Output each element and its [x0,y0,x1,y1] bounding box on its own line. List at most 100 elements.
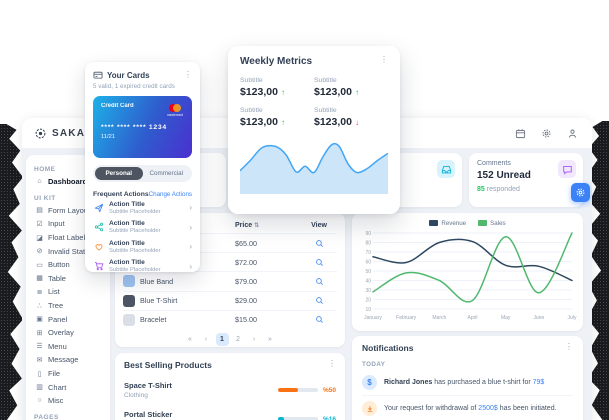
sidebar-item-label: Overlay [48,328,74,338]
table-icon: ▦ [36,275,43,283]
card-title: Best Selling Products [124,360,212,370]
metric-cell: Subtitle $123,00 ↓ [314,107,388,128]
frequent-action-item[interactable]: Action Title Subtitle Placeholder › [93,237,192,257]
sidebar-item-menu[interactable]: ☰ Menu [33,340,103,354]
price-cell: $79.00 [235,276,257,286]
search-icon[interactable] [301,258,337,267]
search-icon[interactable] [301,296,337,305]
search-icon[interactable] [301,277,337,286]
sidebar-item-label: Menu [48,341,67,351]
product-cell: Blue Band [123,275,235,288]
product-name: Portal Sticker [124,410,173,419]
calendar-icon[interactable] [515,128,526,139]
progress-track [277,417,318,420]
sidebar-item-label: Tree [48,301,64,311]
product-info: Portal StickerAccessories [124,410,172,420]
action-subtitle: Subtitle Placeholder [109,247,161,254]
share-icon [93,222,104,232]
table-row: Bracelet $15.00 [123,309,337,329]
action-title: Action Title [109,259,145,267]
settings-icon[interactable] [541,128,552,139]
change-actions-link[interactable]: Change Actions [148,191,192,198]
stat-footnote: 85 responded [477,186,520,193]
sidebar-item-invalid-state[interactable]: ⊘ Invalid State [33,244,103,258]
sidebar-item-table[interactable]: ▦ Table [33,272,103,286]
id-card-icon: ▤ [36,207,43,215]
notification-amount-link[interactable]: 79$ [532,378,545,386]
page-button-2[interactable]: 2 [236,335,240,343]
bars-icon: ☰ [36,343,43,351]
svg-text:40: 40 [365,278,371,284]
progress-percent: %50 [322,386,336,394]
action-title: Action Title [109,220,145,228]
button-icon: ▭ [36,261,43,269]
svg-text:50: 50 [365,269,371,275]
kebab-menu-icon[interactable]: ⋮ [184,70,192,79]
sidebar-item-label: Chart [48,382,67,392]
sidebar-item-panel[interactable]: ▣ Panel [33,312,103,326]
action-title: Action Title [109,200,145,208]
sidebar-item-file[interactable]: ▯ File [33,367,103,381]
table-row: Blue Band $79.00 [123,271,337,290]
sidebar-item-label: Button [48,260,70,270]
kebab-menu-icon[interactable]: ⋮ [380,55,388,64]
sidebar-item-label: List [48,287,60,297]
product-thumbnail [123,275,135,288]
dollar-icon: $ [362,375,377,390]
sidebar-item-list[interactable]: ≣ List [33,285,103,299]
app-logo-text: SAKAI [52,127,90,139]
frequent-action-item[interactable]: Action Title Subtitle Placeholder › [93,198,192,218]
sidebar-item-button[interactable]: ▭ Button [33,258,103,272]
sidebar-item-dashboard[interactable]: ⌂ Dashboard [33,175,103,189]
notification-amount-link[interactable]: 2500$ [478,404,498,412]
config-gear-button[interactable] [571,183,590,202]
svg-text:60: 60 [365,259,371,265]
metric-subtitle: Subtitle [314,107,337,114]
progress-track [277,388,318,392]
page-button-‹[interactable]: ‹ [204,335,208,343]
sidebar-item-overlay[interactable]: ⊞ Overlay [33,326,103,340]
action-title: Action Title [109,239,145,247]
page-button-«[interactable]: « [188,335,192,343]
line-chart: 10 20 30 40 50 60 70 80 90 January February March Ap… [358,228,577,327]
sidebar-section-label: UI KIT [34,194,56,202]
toggle-commercial[interactable]: Commercial [149,170,184,177]
kebab-menu-icon[interactable]: ⋮ [328,359,336,368]
user-icon[interactable] [567,128,578,139]
frequent-action-item[interactable]: Action Title Subtitle Placeholder › [93,257,192,277]
toggle-personal[interactable]: Personal [95,167,143,180]
frequent-actions-list: Action Title Subtitle Placeholder › Action … [93,198,192,276]
kebab-menu-icon[interactable]: ⋮ [565,342,573,351]
exclamation-circle-icon: ⊘ [36,248,43,256]
notification-text: Your request for withdrawal of 2500$ has… [384,404,557,413]
credit-card: Credit Card **** **** **** 1234 11/21 ma… [93,96,192,158]
sidebar-item-message[interactable]: ✉ Message [33,353,103,367]
search-icon[interactable] [301,239,337,248]
sidebar-item-input[interactable]: ☑ Input [33,217,103,231]
best-selling-card: Best Selling Products ⋮ Space T-Shirt Clo… [115,353,345,420]
sidebar-item-form-layout[interactable]: ▤ Form Layout [33,204,103,218]
metric-value: $123,00 ↑ [314,86,359,98]
svg-text:June: June [533,315,544,321]
chart-bar-icon: ▥ [36,384,43,392]
legend-chip [478,220,488,226]
sidebar-item-chart[interactable]: ▥ Chart [33,380,103,394]
progress-fill [277,417,285,420]
sidebar-item-label: Panel [48,314,68,324]
recent-sales-card: Price ⇅ View $65.00 $72.00 Blue Band $79.00 B… [115,213,345,347]
page-button-1[interactable]: 1 [215,332,229,346]
panel-title: Weekly Metrics [240,56,313,67]
sidebar-section-label: HOME [34,166,56,173]
sidebar-item-tree[interactable]: ∴ Tree [33,299,103,313]
page-button-»[interactable]: » [268,335,272,343]
table-header-price[interactable]: Price ⇅ [235,222,260,229]
frequent-action-item[interactable]: Action Title Subtitle Placeholder › [93,218,192,238]
trend-up-icon: ↑ [280,87,285,97]
product-cell: Bracelet [123,313,235,326]
sidebar-item-misc[interactable]: ○ Misc [33,394,103,408]
search-icon[interactable] [301,315,337,324]
svg-text:90: 90 [365,231,371,237]
page-button-›[interactable]: › [252,335,256,343]
sidebar-item-float-label[interactable]: ◪ Float Label [33,231,103,245]
